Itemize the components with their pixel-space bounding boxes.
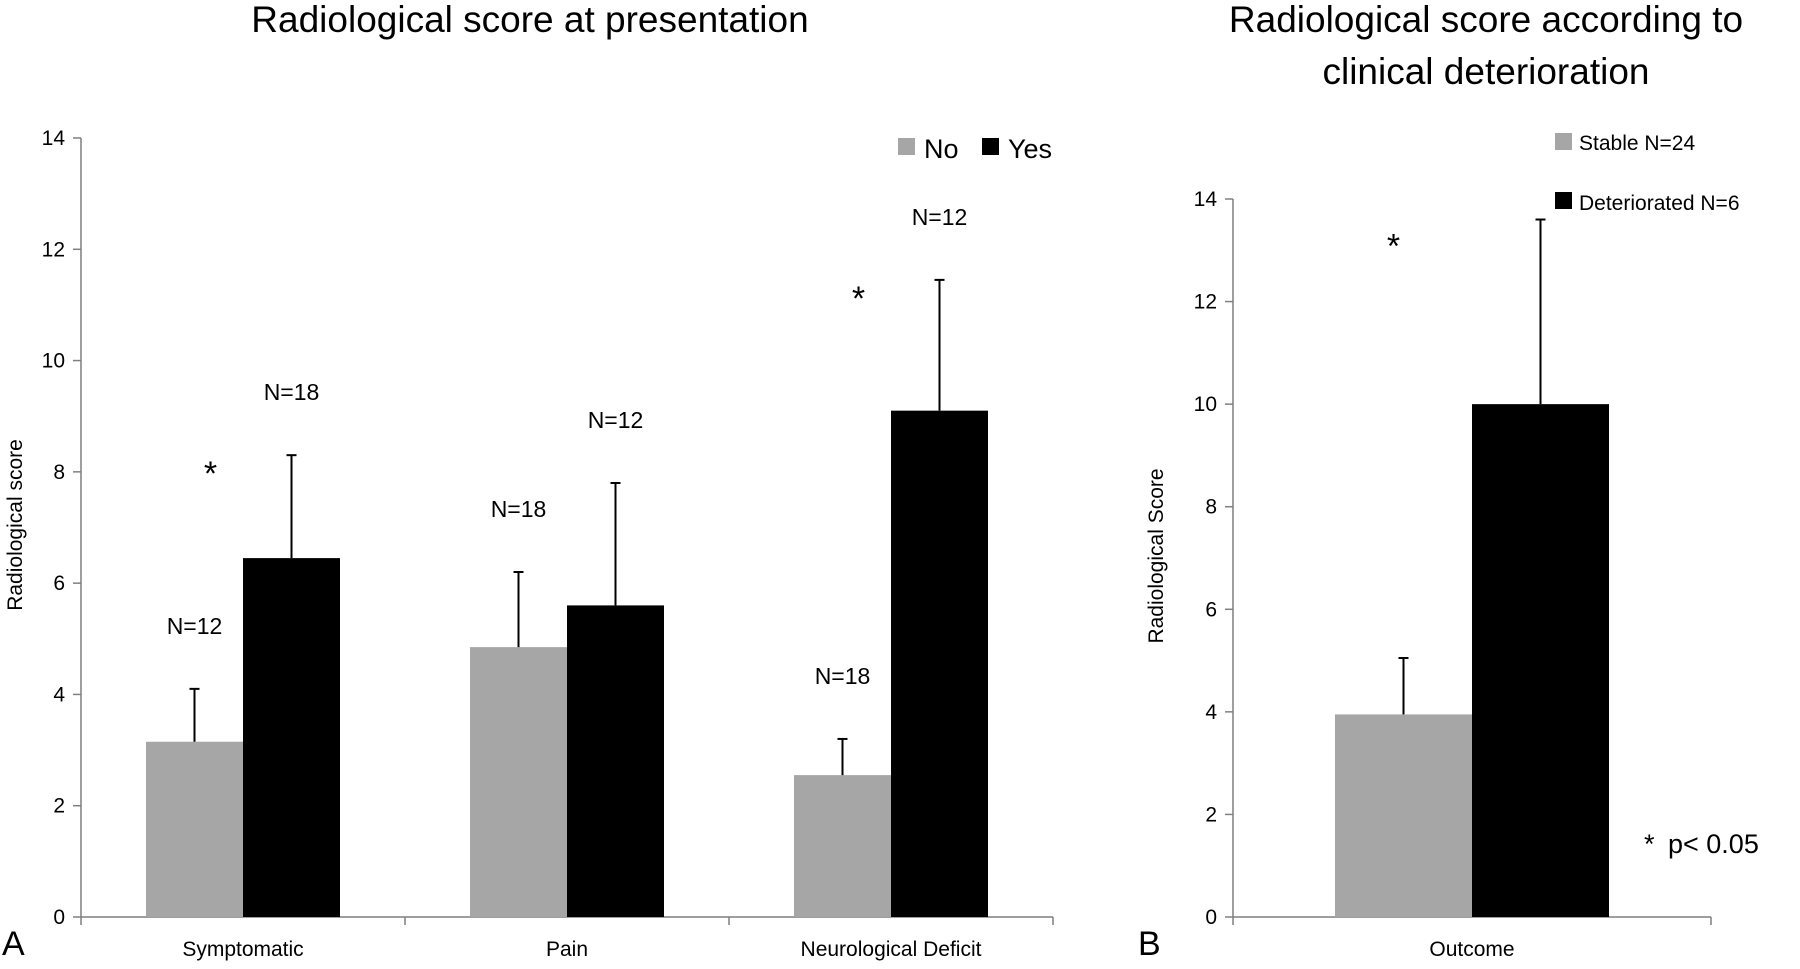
chart-b-y-tick-label-0: 0	[1205, 906, 1217, 929]
chart-a-n-label-0-1: N=18	[264, 379, 320, 405]
chart-a-y-tick-label-3: 6	[53, 572, 65, 595]
chart-b-title-line-2: clinical deterioration	[1322, 51, 1649, 92]
panel-letter-a: A	[2, 925, 25, 963]
chart-b-legend: Stable N=24 Deteriorated N=6	[1555, 132, 1740, 215]
chart-panel-b: Radiological score according to clinical…	[1138, 0, 1759, 963]
chart-a-y-tick-label-5: 10	[42, 350, 65, 373]
chart-b-y-tick-label-7: 14	[1194, 188, 1218, 211]
chart-b-category-label-0: Outcome	[1429, 938, 1514, 961]
chart-a-n-label-1-1: N=12	[588, 407, 644, 433]
chart-b-y-tick-label-1: 2	[1205, 803, 1217, 826]
chart-a-bar-2-0	[794, 775, 891, 917]
chart-a-bar-0-0	[146, 741, 243, 917]
legend-label-deteriorated: Deteriorated N=6	[1579, 192, 1740, 215]
chart-a-title: Radiological score at presentation	[251, 0, 808, 40]
chart-a-y-tick-label-1: 2	[53, 795, 65, 818]
chart-a-bar-2-1	[891, 410, 988, 917]
panel-letter-b: B	[1138, 925, 1161, 963]
chart-a-bar-1-0	[470, 647, 567, 917]
chart-a-y-tick-label-0: 0	[53, 906, 65, 929]
chart-a-y-tick-label-2: 4	[53, 683, 65, 706]
chart-b-bar-0-1	[1472, 404, 1609, 918]
chart-a-n-label-1-0: N=18	[491, 496, 547, 522]
chart-a-y-tick-label-7: 14	[42, 127, 66, 150]
chart-b-y-tick-label-3: 6	[1205, 598, 1217, 621]
chart-a-bar-1-1	[567, 605, 664, 917]
chart-b-y-axis-label: Radiological Score	[1145, 468, 1168, 643]
legend-label-yes: Yes	[1008, 134, 1052, 164]
chart-a-category-label-0: Symptomatic	[182, 938, 303, 961]
chart-panel-a: Radiological score at presentation Radio…	[2, 0, 1054, 963]
chart-b-y-tick-label-5: 10	[1194, 393, 1217, 416]
legend-swatch-no	[898, 138, 915, 155]
chart-a-legend: No Yes	[898, 134, 1052, 164]
chart-a-n-label-2-1: N=12	[912, 204, 968, 230]
chart-a-category-label-1: Pain	[546, 938, 588, 961]
chart-b-bar-0-0	[1335, 714, 1472, 917]
legend-swatch-deteriorated	[1555, 192, 1572, 209]
chart-b-significance-star-0: *	[1387, 228, 1400, 266]
legend-label-stable: Stable N=24	[1579, 132, 1695, 155]
legend-swatch-yes	[982, 138, 999, 155]
significance-note-star: *	[1644, 829, 1655, 859]
chart-b-y-tick-label-6: 12	[1194, 291, 1217, 314]
chart-a-category-label-2: Neurological Deficit	[801, 938, 982, 961]
chart-a-n-label-2-0: N=18	[815, 663, 871, 689]
chart-b-y-tick-label-2: 4	[1205, 701, 1217, 724]
legend-swatch-stable	[1555, 133, 1572, 150]
chart-a-significance-star-0: *	[204, 455, 217, 493]
chart-b-title-line-1: Radiological score according to	[1229, 0, 1743, 40]
chart-a-significance-star-2: *	[852, 280, 865, 318]
legend-label-no: No	[924, 134, 959, 164]
significance-note-text: p< 0.05	[1668, 829, 1759, 859]
chart-a-n-label-0-0: N=12	[167, 613, 223, 639]
chart-a-y-axis-label: Radiological score	[4, 439, 27, 611]
chart-b-y-tick-label-4: 8	[1205, 496, 1217, 519]
chart-a-y-tick-label-4: 8	[53, 461, 65, 484]
chart-a-y-tick-label-6: 12	[42, 238, 65, 261]
chart-a-bar-0-1	[243, 558, 340, 917]
